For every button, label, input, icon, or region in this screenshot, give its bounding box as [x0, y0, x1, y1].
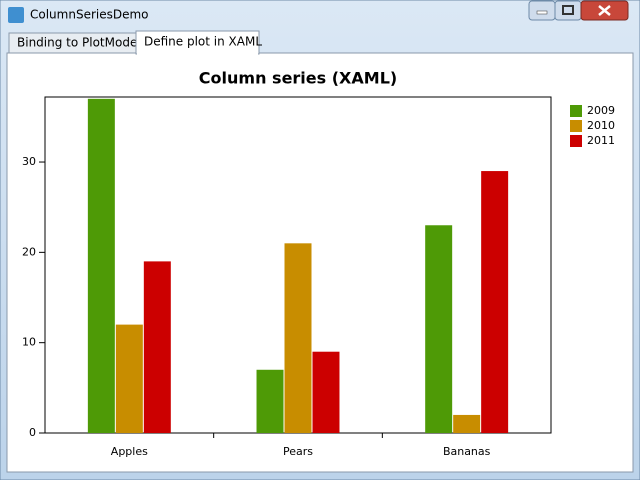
close-icon [598, 5, 611, 16]
minimize-button[interactable] [528, 0, 556, 21]
bar [284, 243, 312, 433]
tab-joint [137, 52, 258, 55]
bar [256, 369, 284, 433]
bar [87, 98, 115, 433]
x-tick-label: Pears [283, 445, 313, 458]
bar [143, 261, 171, 433]
bar [425, 225, 453, 433]
app-icon [8, 7, 24, 23]
plot: 0 10 20 30 Apples Pears Bananas 2009 2010 2011 [22, 98, 615, 458]
bar [481, 171, 509, 433]
maximize-icon [562, 5, 574, 15]
legend-swatch [570, 105, 582, 117]
y-tick-label: 0 [29, 426, 36, 439]
tab-label: Define plot in XAML [144, 35, 262, 49]
y-tick-label: 10 [22, 336, 36, 349]
bar [312, 351, 340, 433]
x-tick-label: Apples [111, 445, 148, 458]
legend-swatch [570, 120, 582, 132]
window-title: ColumnSeriesDemo [30, 8, 149, 22]
legend-label: 2009 [587, 104, 615, 117]
tab-label: Binding to PlotModel [17, 36, 141, 50]
bar [115, 324, 143, 433]
maximize-button[interactable] [554, 0, 582, 21]
legend-swatch [570, 135, 582, 147]
legend-label: 2011 [587, 134, 615, 147]
minimize-icon [536, 10, 548, 15]
legend-label: 2010 [587, 119, 615, 132]
y-tick-label: 30 [22, 155, 36, 168]
x-tick-label: Bananas [443, 445, 491, 458]
y-tick-label: 20 [22, 245, 36, 258]
bar [453, 414, 481, 433]
chart-title: Column series (XAML) [199, 69, 397, 88]
